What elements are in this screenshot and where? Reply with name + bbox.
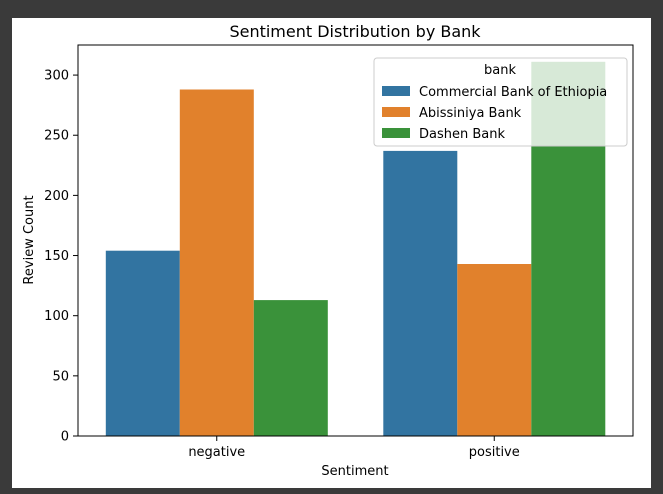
y-tick-label: 200 (44, 189, 69, 204)
y-tick-label: 50 (52, 369, 69, 384)
x-tick-label: negative (188, 445, 245, 460)
legend-swatch (382, 107, 410, 117)
bar-negative-dashen-bank (253, 300, 328, 436)
y-axis-label: Review Count (22, 195, 37, 284)
legend-box (373, 57, 628, 147)
y-tick-label: 100 (44, 309, 69, 324)
chart-title: Sentiment Distribution by Bank (229, 22, 481, 41)
y-tick-label: 0 (61, 430, 69, 445)
y-tick-label: 150 (44, 249, 69, 264)
legend-items: Commercial Bank of Ethiopia Abissiniya Ba… (382, 85, 607, 142)
y-axis: 0 50 100 150 200 250 300 (44, 69, 78, 445)
x-axis-label: Sentiment (321, 464, 388, 479)
legend: bank Commercial Bank of Ethiopia Abissini… (373, 57, 628, 147)
bar-negative-commercial-bank-of-ethiopia (105, 250, 180, 436)
legend-swatch (382, 86, 410, 96)
bar-positive-commercial-bank-of-ethiopia (383, 150, 458, 436)
x-axis: negative positive (188, 436, 520, 460)
legend-swatch (382, 128, 410, 138)
y-tick-label: 250 (44, 129, 69, 144)
legend-entry-label: Dashen Bank (419, 127, 505, 142)
bar-positive-abissiniya-bank (457, 264, 532, 436)
figure-canvas: 0 50 100 150 200 250 300 negative positive Sent… (12, 18, 651, 488)
bars-group (105, 61, 606, 437)
legend-entry-label: Abissiniya Bank (419, 106, 522, 121)
plot-frame (77, 44, 634, 437)
bar-chart: 0 50 100 150 200 250 300 negative positive Sent… (22, 22, 634, 479)
y-tick-label: 300 (44, 69, 69, 84)
bar-negative-abissiniya-bank (179, 89, 254, 436)
legend-entry-label: Commercial Bank of Ethiopia (419, 85, 607, 100)
x-tick-label: positive (469, 445, 520, 460)
legend-title: bank (484, 63, 516, 78)
